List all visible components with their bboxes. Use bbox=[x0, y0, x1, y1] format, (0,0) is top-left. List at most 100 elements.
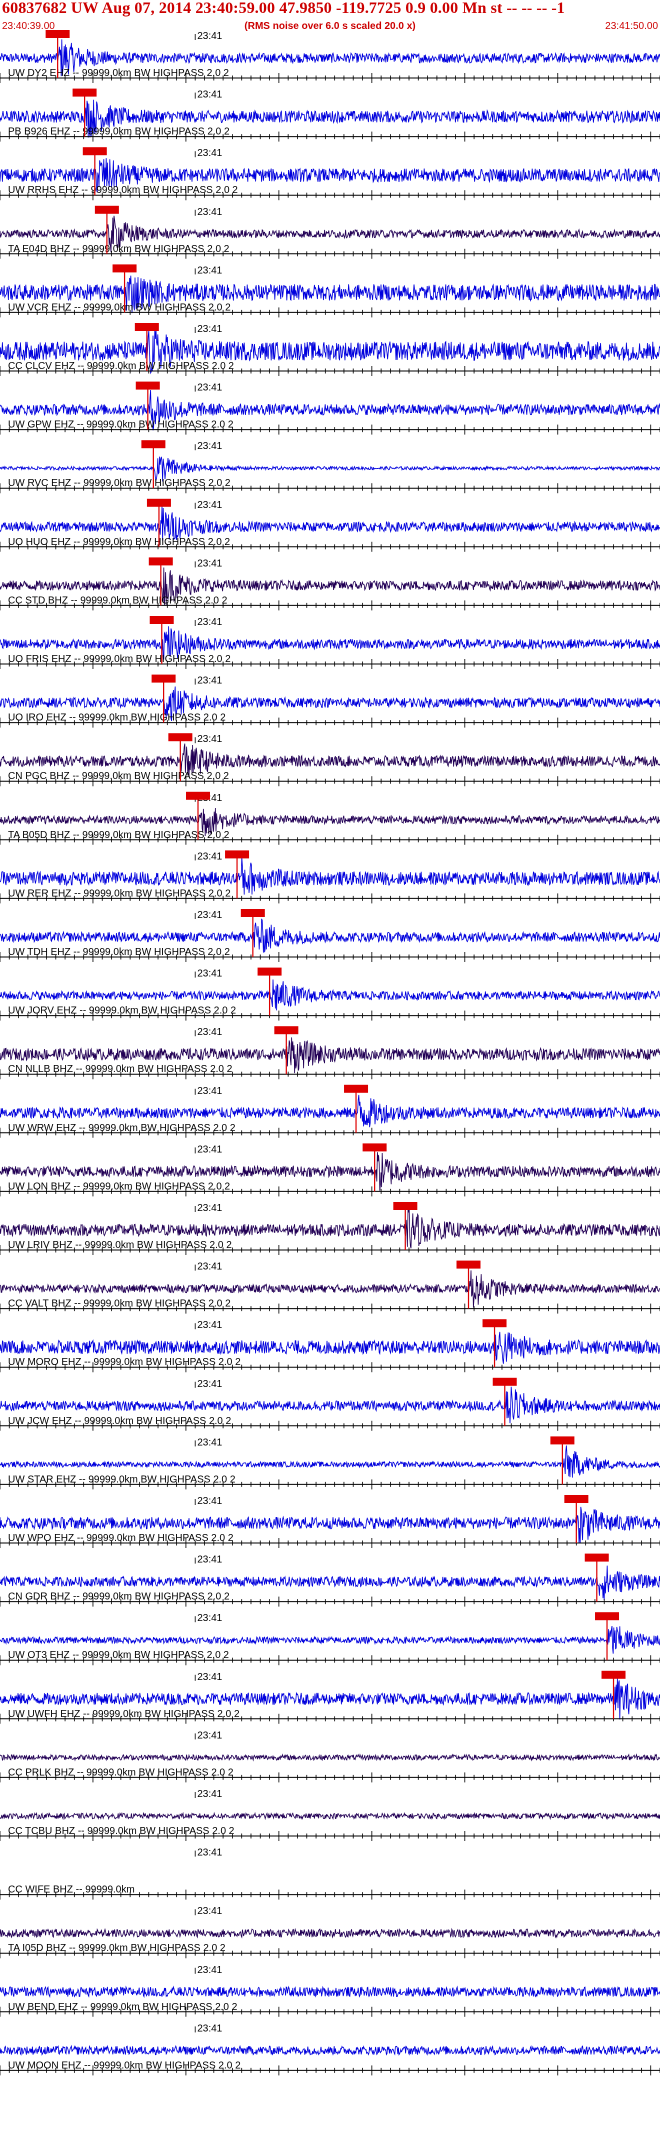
waveform bbox=[0, 1753, 660, 1762]
minute-label: 23:41 bbox=[197, 1613, 222, 1624]
station-label: UW MOON EHZ -- 99999.0km BW HIGHPASS 2.0… bbox=[8, 2060, 241, 2071]
station-label: UW OT3 EHZ -- 99999.0km BW HIGHPASS 2.0 … bbox=[8, 1650, 229, 1661]
trace-13: 23:41 CN PGC BHZ -- 99999.0km BW HIGHPASS… bbox=[0, 733, 660, 787]
waveform bbox=[0, 1985, 660, 1999]
trace-35: 23:41 UW MOON EHZ -- 99999.0km BW HIGHPAS… bbox=[0, 2023, 660, 2076]
trace-31: 23:41 CC TCBU BHZ -- 99999.0km BW HIGHPAS… bbox=[0, 1789, 660, 1841]
station-label: UW UWFH EHZ -- 99999.0km BW HIGHPASS 2.0… bbox=[8, 1709, 240, 1720]
start-time: 23:40:39.00 bbox=[2, 21, 55, 32]
pick-flag bbox=[362, 1143, 387, 1152]
waveform bbox=[0, 1152, 660, 1191]
trace-27: 23:41 CN GDR BHZ -- 99999.0km BW HIGHPASS… bbox=[0, 1553, 660, 1607]
trace-17: 23:41 UW JORV EHZ -- 99999.0km BW HIGHPAS… bbox=[0, 967, 660, 1021]
pick-flag bbox=[72, 88, 97, 97]
pick-flag bbox=[225, 850, 250, 859]
pick-flag bbox=[45, 30, 70, 38]
station-label: TA B05D BHZ -- 99999.0km BW HIGHPASS 2.0… bbox=[8, 830, 230, 841]
minute-label: 23:41 bbox=[197, 1672, 222, 1683]
station-label: CC STD BHZ -- 99999.0km BW HIGHPASS 2.0 … bbox=[8, 595, 228, 606]
waveform bbox=[0, 1386, 660, 1424]
minute-label: 23:41 bbox=[197, 1203, 222, 1214]
station-label: CC CLCV EHZ -- 99999.0km BW HIGHPASS 2.0… bbox=[8, 361, 234, 372]
station-label: CC VALT BHZ -- 99999.0km BW HIGHPASS 2.0… bbox=[8, 1299, 231, 1310]
trace-21: 23:41 UW LRIV BHZ -- 99999.0km BW HIGHPAS… bbox=[0, 1202, 660, 1255]
waveform bbox=[0, 39, 660, 77]
end-time: 23:41:50.00 bbox=[605, 21, 658, 32]
waveform bbox=[0, 329, 660, 375]
minute-label: 23:41 bbox=[197, 1730, 222, 1741]
station-label: UW STAR EHZ -- 99999.0km BW HIGHPASS 2.0… bbox=[8, 1474, 236, 1485]
trace-26: 23:41 UW WPO EHZ -- 99999.0km BW HIGHPASS… bbox=[0, 1495, 660, 1548]
trace-6: 23:41 CC CLCV EHZ -- 99999.0km BW HIGHPAS… bbox=[0, 323, 660, 376]
waveform bbox=[0, 1927, 660, 1939]
minute-label: 23:41 bbox=[197, 1027, 222, 1038]
pick-flag bbox=[146, 498, 171, 507]
station-label: UO FRIS EHZ -- 99999.0km BW HIGHPASS 2.0… bbox=[8, 654, 231, 665]
waveform bbox=[0, 1626, 660, 1654]
pick-flag bbox=[168, 733, 193, 742]
waveform bbox=[0, 158, 660, 193]
station-label: PB B926 EHZ -- 99999.0km BW HIGHPASS 2.0… bbox=[8, 127, 230, 138]
waveform bbox=[0, 456, 660, 482]
minute-label: 23:41 bbox=[197, 1086, 222, 1097]
trace-33: 23:41 TA I05D BHZ -- 99999.0km BW HIGHPAS… bbox=[0, 1906, 660, 1959]
waveform bbox=[0, 1811, 660, 1821]
trace-2: 23:41 PB B926 EHZ -- 99999.0km BW HIGHPAS… bbox=[0, 88, 660, 142]
waveform bbox=[0, 389, 660, 431]
pick-flag bbox=[94, 205, 119, 214]
waveform bbox=[0, 1677, 660, 1720]
waveform bbox=[0, 857, 660, 895]
station-label: CN NLLB BHZ -- 99999.0km BW HIGHPASS 2.0… bbox=[8, 1064, 233, 1075]
station-label: UW MORO EHZ -- 99999.0km BW HIGHPASS 2.0… bbox=[8, 1357, 241, 1368]
station-label: UW RRHS EHZ -- 99999.0km BW HIGHPASS 2.0… bbox=[8, 185, 238, 196]
pick-flag bbox=[186, 791, 210, 800]
trace-29: 23:41 UW UWFH EHZ -- 99999.0km BW HIGHPAS… bbox=[0, 1670, 660, 1724]
trace-5: 23:41 UW VCR EHZ -- 99999.0km BW HIGHPASS… bbox=[0, 264, 660, 318]
waveform bbox=[0, 918, 660, 953]
trace-10: 23:41 CC STD BHZ -- 99999.0km BW HIGHPASS… bbox=[0, 557, 660, 611]
station-label: CN GDR BHZ -- 99999.0km BW HIGHPASS 2.0 … bbox=[8, 1592, 230, 1603]
waveform bbox=[0, 275, 660, 314]
minute-label: 23:41 bbox=[197, 1262, 222, 1273]
station-label: UW DY2 EHZ -- 99999.0km BW HIGHPASS 2.0 … bbox=[8, 68, 229, 79]
trace-12: 23:41 UO IRO EHZ -- 99999.0km BW HIGHPASS… bbox=[0, 674, 660, 728]
minute-label: 23:41 bbox=[197, 324, 222, 335]
waveform bbox=[0, 2044, 660, 2056]
trace-25: 23:41 UW STAR EHZ -- 99999.0km BW HIGHPAS… bbox=[0, 1436, 660, 1490]
waveform bbox=[0, 743, 660, 777]
station-label: UW TDH EHZ -- 99999.0km BW HIGHPASS 2.0 … bbox=[8, 947, 230, 958]
minute-label: 23:41 bbox=[197, 1496, 222, 1507]
station-label: CC PRLK BHZ -- 99999.0km BW HIGHPASS 2.0… bbox=[8, 1767, 234, 1778]
pick-flag bbox=[135, 381, 160, 390]
trace-32: 23:41 CC WIFE BHZ -- 99999.0km bbox=[0, 1848, 660, 1900]
pick-flag bbox=[595, 1612, 620, 1621]
trace-23: 23:41 UW MORO EHZ -- 99999.0km BW HIGHPAS… bbox=[0, 1319, 660, 1373]
minute-label: 23:41 bbox=[197, 1144, 222, 1155]
station-label: UW LON BHZ -- 99999.0km BW HIGHPASS 2.0 … bbox=[8, 1181, 231, 1192]
station-label: UO HUO EHZ -- 99999.0km BW HIGHPASS 2.0 … bbox=[8, 537, 231, 548]
pick-flag bbox=[601, 1670, 626, 1679]
waveform bbox=[0, 686, 660, 722]
minute-label: 23:41 bbox=[197, 1555, 222, 1566]
pick-flag bbox=[564, 1495, 589, 1503]
waveform bbox=[0, 1506, 660, 1544]
pick-flag bbox=[584, 1553, 609, 1562]
minute-label: 23:41 bbox=[197, 1437, 222, 1448]
waveform bbox=[0, 99, 660, 138]
waveform bbox=[0, 567, 660, 606]
pick-flag bbox=[550, 1436, 575, 1445]
minute-label: 23:41 bbox=[197, 1848, 222, 1859]
trace-8: 23:41 UW RVC EHZ -- 99999.0km BW HIGHPASS… bbox=[0, 440, 660, 494]
pick-flag bbox=[274, 1026, 299, 1035]
minute-label: 23:41 bbox=[197, 207, 222, 218]
pick-flag bbox=[240, 909, 265, 917]
waveform bbox=[0, 1037, 660, 1074]
minute-label: 23:41 bbox=[197, 2023, 222, 2034]
station-label: UW RER EHZ -- 99999.0km BW HIGHPASS 2.0 … bbox=[8, 888, 231, 899]
minute-label: 23:41 bbox=[197, 500, 222, 511]
minute-label: 23:41 bbox=[197, 1379, 222, 1390]
waveform bbox=[0, 1208, 660, 1249]
minute-label: 23:41 bbox=[197, 676, 222, 687]
station-label: UW LRIV BHZ -- 99999.0km BW HIGHPASS 2.0… bbox=[8, 1240, 232, 1251]
